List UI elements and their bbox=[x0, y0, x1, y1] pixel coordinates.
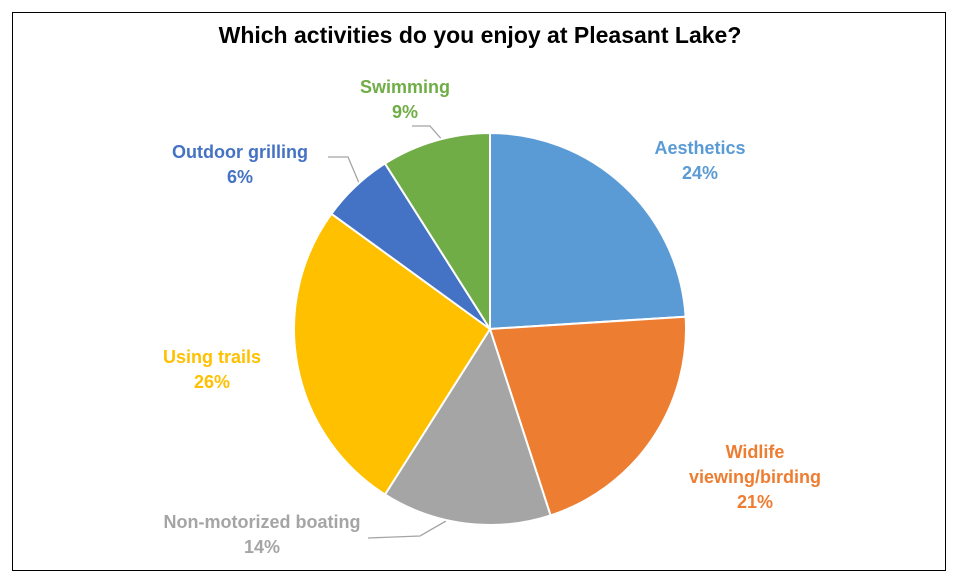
pie-slice bbox=[383, 326, 552, 526]
slice-label: Aesthetics bbox=[654, 138, 746, 158]
pie-slice bbox=[488, 315, 687, 517]
leader-lines bbox=[328, 125, 447, 539]
slice-value-label: 14% bbox=[243, 537, 281, 557]
slice-label: Non-motorized boating bbox=[163, 512, 361, 532]
pie-slice bbox=[293, 212, 492, 496]
slice-label: Using trails bbox=[162, 347, 262, 367]
slice-value-label: 6% bbox=[226, 167, 254, 187]
pie-slice bbox=[383, 131, 491, 333]
slice-value-label: 26% bbox=[193, 372, 231, 392]
slice-label: Widlife viewing/birding bbox=[688, 442, 821, 487]
leader-line bbox=[412, 125, 445, 143]
chart-frame bbox=[12, 12, 946, 571]
chart-title: Which activities do you enjoy at Pleasan… bbox=[218, 22, 742, 48]
leader-line bbox=[367, 520, 447, 539]
slice-value-label: 24% bbox=[681, 163, 719, 183]
slice-value-label: 9% bbox=[391, 102, 419, 122]
leader-line bbox=[328, 156, 363, 191]
slice-label: Swimming bbox=[359, 77, 451, 97]
slice-label: Outdoor grilling bbox=[172, 142, 308, 162]
slice-value-label: 21% bbox=[736, 492, 774, 512]
pie-slice bbox=[489, 131, 687, 331]
